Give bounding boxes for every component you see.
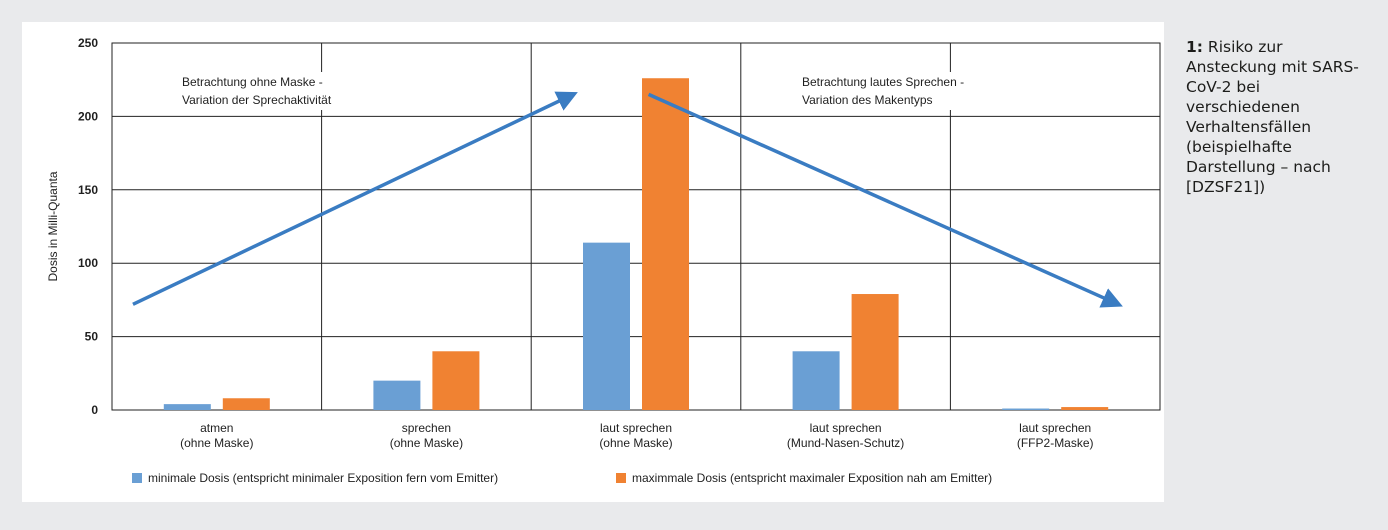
annotation-bg xyxy=(796,72,1006,110)
legend-swatch xyxy=(616,473,626,483)
bar-max-dose xyxy=(1061,407,1109,410)
bar-min-dose xyxy=(373,380,421,410)
y-tick-label: 150 xyxy=(78,183,98,197)
bar-max-dose xyxy=(642,78,689,410)
annotation-text: Betrachtung lautes Sprechen - xyxy=(802,75,964,89)
y-tick-label: 0 xyxy=(91,403,98,417)
bar-max-dose xyxy=(851,294,899,410)
chart-panel: 0 50 100 150 200 250 Dosis in Milli-Quanta atme… xyxy=(22,22,1164,502)
x-category-label: laut sprechen xyxy=(1019,421,1091,435)
bar-min-dose xyxy=(163,404,211,410)
trend-arrow xyxy=(647,92,1123,308)
x-category-label: (ohne Maske) xyxy=(599,436,672,450)
bar-max-dose xyxy=(222,398,270,410)
bar-chart: 0 50 100 150 200 250 Dosis in Milli-Quanta atme… xyxy=(46,36,1161,485)
bar-max-dose xyxy=(432,351,480,410)
x-category-label: (ohne Maske) xyxy=(390,436,463,450)
x-category-label: laut sprechen xyxy=(810,421,882,435)
legend-label: maximmale Dosis (entspricht maximaler Ex… xyxy=(632,471,992,485)
plot-frame xyxy=(111,42,1161,411)
y-tick-label: 250 xyxy=(78,36,98,50)
figure-caption: 1: Risiko zur Ansteckung mit SARS-CoV-2 … xyxy=(1186,37,1372,197)
annotation-bg xyxy=(176,72,386,110)
x-category-label: (Mund-Nasen-Schutz) xyxy=(787,436,904,450)
bar-min-dose xyxy=(792,351,840,410)
trend-arrow xyxy=(132,91,578,306)
legend-swatch xyxy=(132,473,142,483)
bar-min-dose xyxy=(583,242,630,410)
y-tick-label: 100 xyxy=(78,256,98,270)
y-axis-label: Dosis in Milli-Quanta xyxy=(46,171,60,281)
y-tick-label: 200 xyxy=(78,109,98,123)
annotation-text: Variation des Makentyps xyxy=(802,93,933,107)
caption-text: Risiko zur Ansteckung mit SARS-CoV-2 bei… xyxy=(1186,38,1359,196)
y-tick-label: 50 xyxy=(85,330,99,344)
bar-min-dose xyxy=(1002,408,1050,410)
x-category-label: (FFP2-Maske) xyxy=(1017,436,1094,450)
annotation-text: Betrachtung ohne Maske - xyxy=(182,75,323,89)
x-category-label: sprechen xyxy=(402,421,451,435)
x-category-label: atmen xyxy=(200,421,233,435)
annotation-text: Variation der Sprechaktivität xyxy=(182,93,332,107)
x-category-label: (ohne Maske) xyxy=(180,436,253,450)
x-category-label: laut sprechen xyxy=(600,421,672,435)
caption-number: 1: xyxy=(1186,38,1203,56)
legend-label: minimale Dosis (entspricht minimaler Exp… xyxy=(148,471,498,485)
